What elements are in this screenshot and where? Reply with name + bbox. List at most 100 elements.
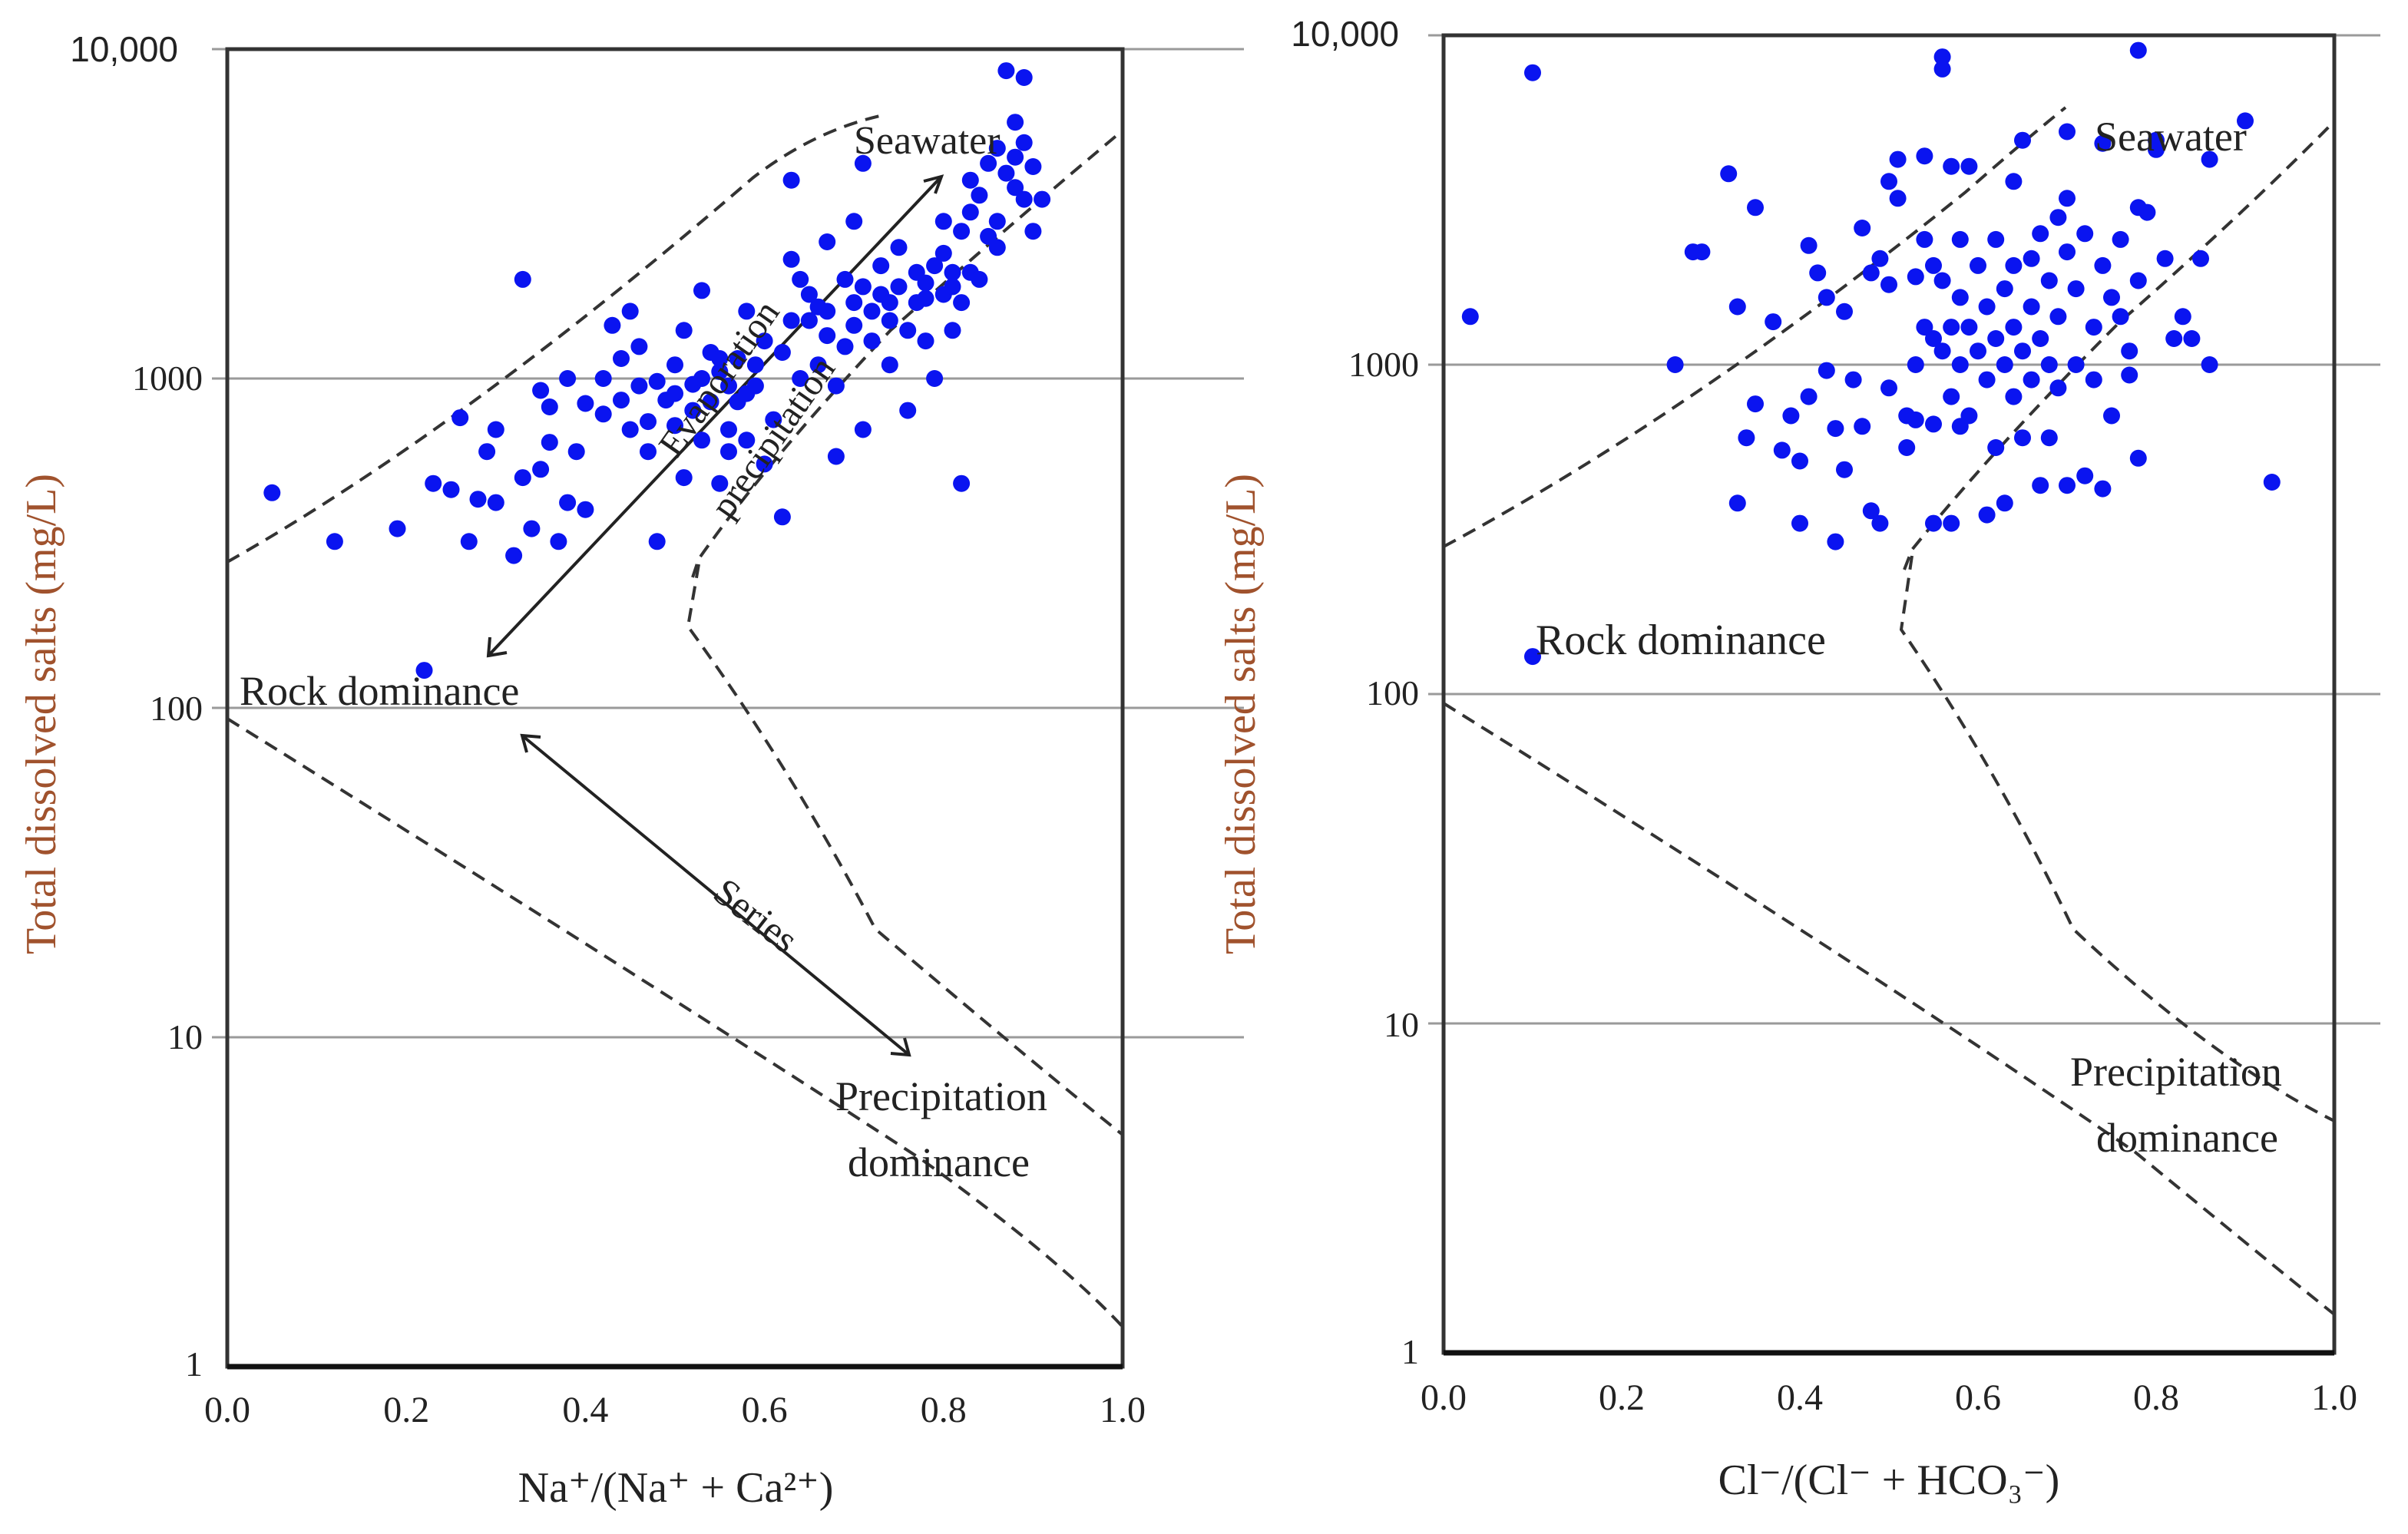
data-point [1960,407,1978,425]
data-point [2129,272,2147,289]
data-point [1693,243,1711,261]
data-point [782,171,800,189]
data-point [1791,514,1808,532]
data-point [738,303,756,320]
data-point [2076,225,2094,243]
data-point [756,332,773,350]
x-tick-label: 1.0 [2311,1377,2357,1418]
data-point [2067,280,2085,298]
data-point [1791,452,1808,470]
data-point [2103,289,2120,306]
data-point [1007,179,1024,197]
data-point [2014,342,2031,360]
data-point [845,213,863,230]
series-arrow-head-down [890,1037,911,1057]
y-tick-label: 100 [150,689,203,728]
y-tick-label: 1000 [1348,345,1419,384]
x-tick-label: 0.2 [383,1390,429,1430]
data-point [2174,308,2191,326]
data-point [881,294,898,312]
data-point [514,270,531,288]
data-point [854,278,872,296]
y-tick-labels-right: 10,000 1000 100 10 1 [1291,14,1419,1371]
data-point [746,356,764,374]
data-point [1800,388,1818,405]
data-point [389,520,406,537]
data-point [684,402,702,419]
data-point [1524,648,1541,666]
data-point [2005,388,2023,405]
data-point [720,443,737,461]
data-point [1800,236,1818,254]
data-point [1871,250,1889,267]
data-point [2014,429,2031,447]
data-point [1951,289,1969,306]
data-point [594,405,612,423]
data-point [917,332,934,350]
data-point [1916,230,1933,248]
data-point [640,413,657,431]
data-point [2005,173,2023,190]
y-tick-label: 100 [1366,673,1419,712]
data-point [1015,134,1033,151]
data-point [2094,256,2112,274]
data-point [1747,199,1764,217]
data-point [819,327,836,345]
data-point [567,443,585,461]
data-point [2121,366,2138,384]
data-point [2094,480,2112,498]
data-point [559,370,577,387]
precipitation-dominance-label-1: Precipitation [835,1073,1047,1119]
data-point [899,402,917,419]
x-axis-title-right: Cl⁻/(Cl⁻ + HCO₃⁻) [1718,1456,2060,1504]
data-point [1728,494,1746,512]
data-point [1943,319,1960,336]
data-point [2059,477,2076,494]
seawater-label: Seawater [2095,114,2247,160]
data-point [926,370,944,387]
data-point [738,431,756,449]
data-point [460,533,478,550]
data-point [469,491,487,508]
data-point [1720,165,1738,183]
lower-boundary-curve [226,717,1124,1328]
data-point [1943,388,1960,405]
chart-left: Seawater Rock dominance Evaporation prec… [18,29,1244,1512]
data-point [675,322,693,339]
data-point [550,533,567,550]
upper-boundary-curve [227,114,884,564]
data-point [523,520,541,537]
data-point [532,382,550,399]
x-tick-label: 0.4 [1777,1377,1823,1418]
data-point [1933,48,1951,66]
data-point [630,338,648,355]
data-point [1970,256,1986,274]
data-point [1738,429,1755,447]
data-point [2005,256,2023,274]
x-tick-label: 0.8 [921,1390,967,1430]
data-point [711,350,729,367]
series-arrow [521,734,911,1056]
data-point [442,481,460,498]
data-point [1818,289,1835,306]
data-point [2023,371,2040,388]
lower-boundary-curve [1442,702,2336,1316]
data-point [881,312,898,329]
inner-boundary-curve [1903,120,2336,570]
data-point [541,398,558,415]
data-point [2040,429,2058,447]
data-point [2049,308,2067,326]
data-point [2183,330,2201,347]
data-point [1907,411,1924,428]
data-point [2192,250,2209,267]
data-point [666,385,683,402]
data-point [1996,494,2013,512]
data-point [559,494,577,511]
data-point [792,270,809,288]
data-point [809,356,827,374]
data-point [2103,407,2120,425]
data-point [997,164,1015,182]
data-point [702,393,719,411]
data-point [263,484,281,501]
data-point [971,187,988,204]
